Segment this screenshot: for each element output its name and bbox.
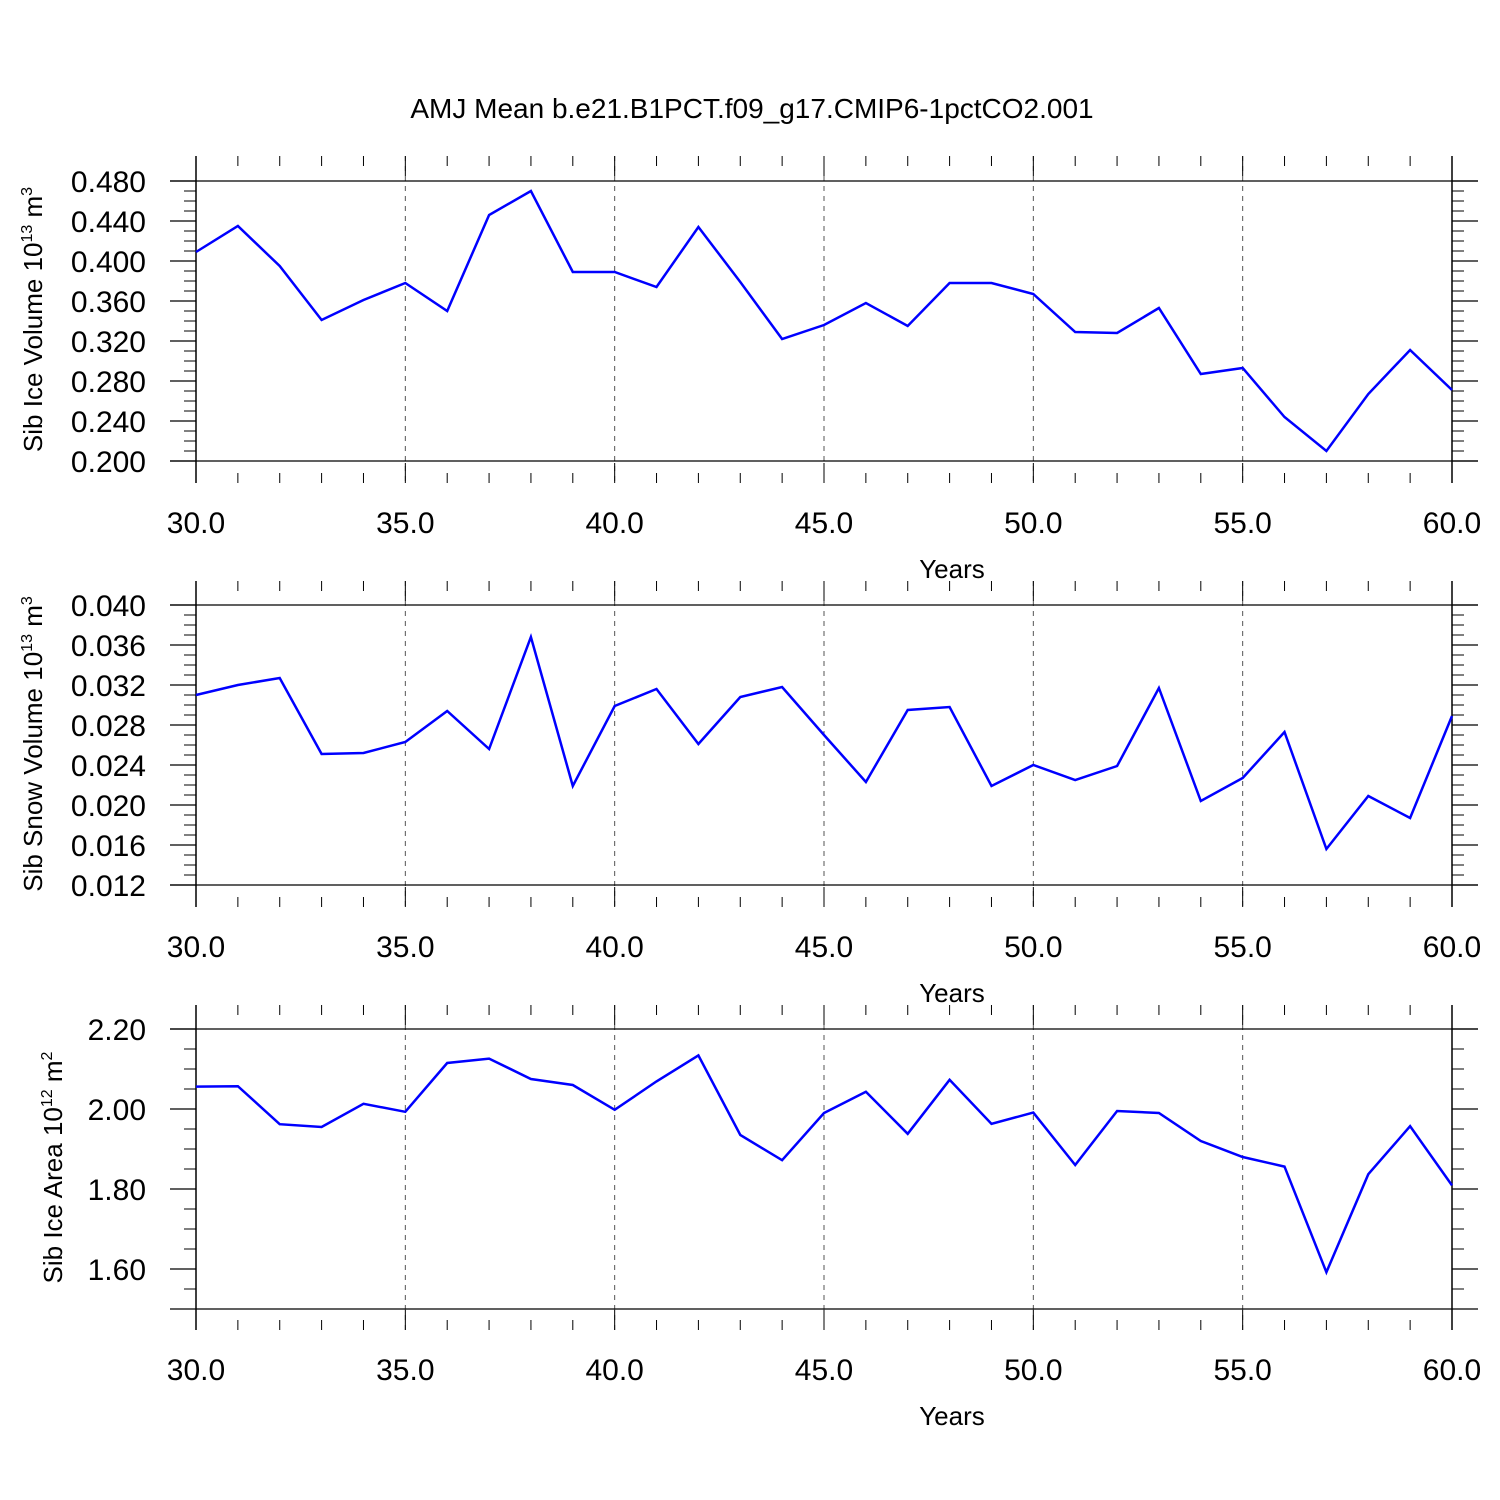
- y-tick-label: 0.280: [71, 366, 146, 399]
- x-tick-label: 30.0: [167, 1354, 225, 1387]
- y-tick-label: 2.00: [88, 1094, 146, 1127]
- x-tick-label: 35.0: [376, 507, 434, 540]
- y-tick-label: 0.200: [71, 446, 146, 479]
- x-axis-label: Years: [919, 1401, 985, 1431]
- x-tick-label: 35.0: [376, 931, 434, 964]
- y-tick-label: 0.032: [71, 670, 146, 703]
- x-tick-label: 40.0: [585, 507, 643, 540]
- x-axis-label: Years: [919, 978, 985, 1008]
- x-tick-label: 45.0: [795, 1354, 853, 1387]
- x-tick-label: 50.0: [1004, 507, 1062, 540]
- chart-title: AMJ Mean b.e21.B1PCT.f09_g17.CMIP6-1pctC…: [410, 93, 1093, 124]
- x-tick-label: 40.0: [585, 1354, 643, 1387]
- x-tick-label: 40.0: [585, 931, 643, 964]
- y-tick-label: 0.240: [71, 406, 146, 439]
- series-line: [195, 632, 1454, 852]
- y-axis-label: Sib Snow Volume 1013 m3: [18, 596, 48, 892]
- panel-1: 30.0 35.0 40.0 45.0 50.0 55.0 60.0 Years 0.200 0.…: [18, 156, 1481, 584]
- y-tick-label: 0.040: [71, 590, 146, 623]
- panels: 30.0 35.0 40.0 45.0 50.0 55.0 60.0 Years 0.200 0.…: [18, 156, 1481, 1431]
- y-axis-label: Sib Ice Area 1012 m2: [38, 1051, 68, 1283]
- x-tick-label: 60.0: [1423, 507, 1481, 540]
- y-tick-label: 0.400: [71, 246, 146, 279]
- x-tick-label: 50.0: [1004, 931, 1062, 964]
- y-tick-label: 0.480: [71, 166, 146, 199]
- x-tick-label: 55.0: [1213, 507, 1271, 540]
- x-tick-label: 45.0: [795, 507, 853, 540]
- x-tick-label: 55.0: [1213, 931, 1271, 964]
- panel-3: 30.0 35.0 40.0 45.0 50.0 55.0 60.0 Years 1.60 1.8…: [38, 1005, 1481, 1431]
- y-tick-label: 0.028: [71, 710, 146, 743]
- x-tick-label: 30.0: [167, 931, 225, 964]
- x-tick-label: 30.0: [167, 507, 225, 540]
- y-tick-label: 1.60: [88, 1254, 146, 1287]
- x-tick-label: 50.0: [1004, 1354, 1062, 1387]
- y-tick-label: 0.360: [71, 286, 146, 319]
- y-tick-label: 1.80: [88, 1174, 146, 1207]
- y-tick-label: 2.20: [88, 1014, 146, 1047]
- x-tick-label: 55.0: [1213, 1354, 1271, 1387]
- y-tick-label: 0.440: [71, 206, 146, 239]
- y-tick-label: 0.320: [71, 326, 146, 359]
- x-tick-label: 60.0: [1423, 931, 1481, 964]
- y-tick-label: 0.036: [71, 630, 146, 663]
- x-tick-label: 35.0: [376, 1354, 434, 1387]
- panel-2: 30.0 35.0 40.0 45.0 50.0 55.0 60.0 Years 0.012 0.…: [18, 581, 1481, 1008]
- series-line: [195, 1053, 1454, 1276]
- y-tick-label: 0.024: [71, 750, 146, 783]
- x-axis-label: Years: [919, 554, 985, 584]
- y-tick-label: 0.016: [71, 830, 146, 863]
- x-tick-label: 45.0: [795, 931, 853, 964]
- x-tick-label: 60.0: [1423, 1354, 1481, 1387]
- y-axis-label: Sib Ice Volume 1013 m3: [18, 187, 48, 452]
- y-tick-label: 0.012: [71, 870, 146, 903]
- y-tick-label: 0.020: [71, 790, 146, 823]
- series-line: [195, 189, 1453, 453]
